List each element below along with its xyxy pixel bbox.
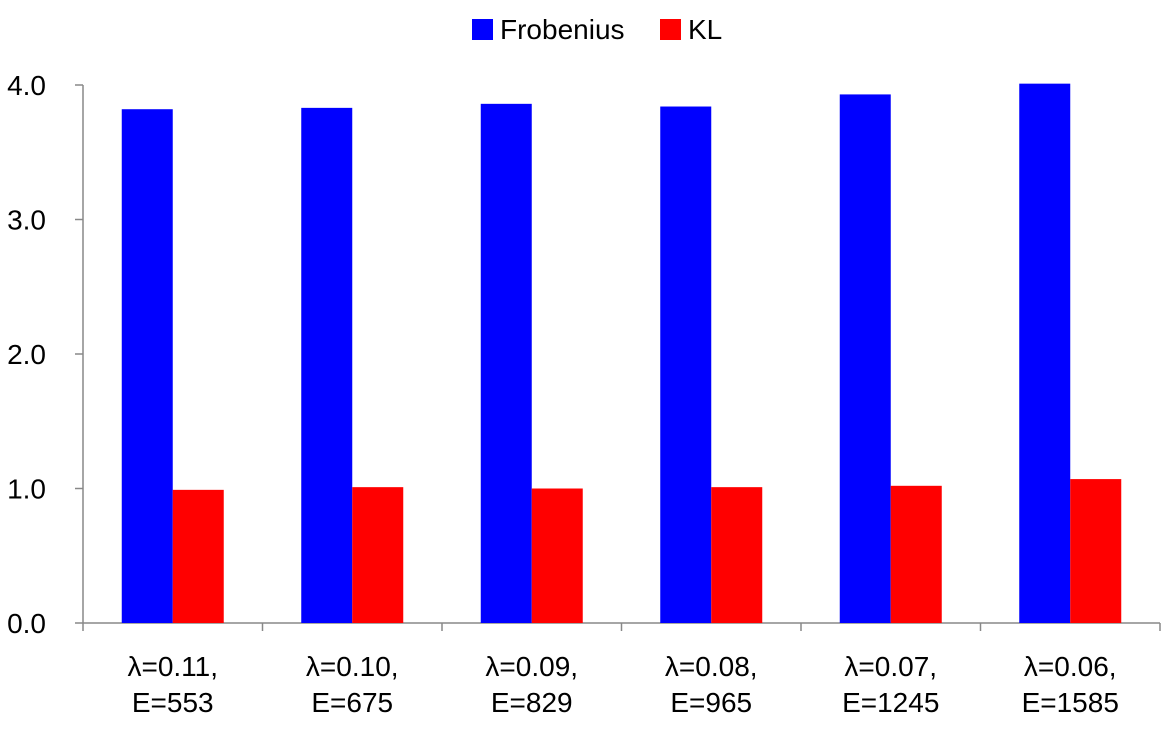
bar-kl [1070, 479, 1122, 623]
y-tick-label: 3.0 [7, 205, 46, 236]
legend-swatch-kl [660, 19, 681, 40]
x-category-label: E=1245 [842, 687, 939, 718]
x-category-label: λ=0.07, [844, 651, 937, 682]
x-category-label: λ=0.06, [1024, 651, 1117, 682]
bar-frobenius [121, 109, 173, 623]
x-category-label: E=1585 [1022, 687, 1119, 718]
bar-kl [890, 485, 942, 623]
bar-frobenius [1019, 83, 1071, 623]
x-axis: λ=0.11, E=553 λ=0.10, E=675 λ=0.09, E=829 λ=0.… [82, 622, 1161, 718]
x-category-label: λ=0.08, [665, 651, 758, 682]
bars [121, 83, 1122, 624]
x-category-label: E=675 [311, 687, 393, 718]
bar-frobenius [301, 107, 353, 624]
bar-kl [711, 487, 763, 623]
x-category-label: λ=0.10, [306, 651, 399, 682]
y-tick-label: 2.0 [7, 339, 46, 370]
x-category-label: E=829 [491, 687, 573, 718]
x-category-label: λ=0.11, [127, 651, 218, 682]
bar-frobenius [660, 106, 712, 623]
y-tick-label: 0.0 [7, 608, 46, 639]
bar-frobenius [839, 94, 891, 624]
x-category-label: E=965 [670, 687, 752, 718]
bar-kl [531, 488, 583, 623]
y-tick-label: 1.0 [7, 474, 46, 505]
y-tick-label: 4.0 [7, 70, 46, 101]
x-category-label: λ=0.09, [485, 651, 578, 682]
legend-label-frobenius: Frobenius [500, 14, 625, 45]
legend-label-kl: KL [688, 14, 722, 45]
legend-swatch-frobenius [472, 19, 493, 40]
bar-kl [352, 487, 404, 623]
bar-kl [172, 489, 224, 623]
y-axis: 0.0 1.0 2.0 3.0 4.0 [7, 70, 84, 639]
bar-frobenius [480, 103, 532, 623]
legend: Frobenius KL [472, 14, 722, 45]
x-category-label: E=553 [132, 687, 214, 718]
